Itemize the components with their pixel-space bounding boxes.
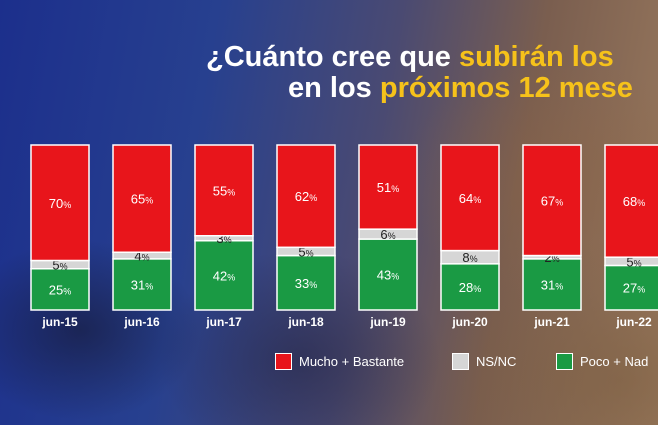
data-label-mucho-jun-16: 65% [131, 192, 153, 207]
bar-poco-jun-18 [276, 254, 336, 311]
title-line-2: en los próximos 12 mese [288, 72, 633, 104]
data-label-nsnc-jun-22: 5% [626, 254, 641, 269]
data-label-mucho-jun-21: 67% [541, 193, 563, 208]
data-label-poco-jun-18: 33% [295, 276, 317, 291]
bar-mucho-jun-18 [276, 144, 336, 249]
x-tick-label-jun-20: jun-20 [451, 315, 488, 329]
bar-mucho-jun-20 [440, 144, 500, 252]
data-label-nsnc-jun-20: 8% [462, 250, 477, 265]
bar-mucho-jun-16 [112, 144, 172, 253]
data-label-poco-jun-21: 31% [541, 277, 563, 292]
x-tick-label-jun-18: jun-18 [287, 315, 324, 329]
data-label-poco-jun-15: 25% [49, 282, 71, 297]
data-label-nsnc-jun-21: 2% [544, 250, 559, 265]
bar-poco-jun-21 [522, 258, 582, 311]
legend-swatch-nsnc [452, 353, 469, 370]
bar-mucho-jun-19 [358, 144, 418, 230]
legend-swatch-poco [556, 353, 573, 370]
data-label-poco-jun-16: 31% [131, 277, 153, 292]
data-label-mucho-jun-22: 68% [623, 194, 645, 209]
data-label-poco-jun-20: 28% [459, 280, 481, 295]
data-label-nsnc-jun-18: 5% [298, 244, 313, 259]
legend-item-mucho: Mucho + Bastante [275, 353, 404, 370]
bar-mucho-jun-21 [522, 144, 582, 257]
bar-poco-jun-19 [358, 238, 418, 311]
legend-item-poco: Poco + Nad [556, 353, 648, 370]
data-label-mucho-jun-15: 70% [49, 196, 71, 211]
legend-item-nsnc: NS/NC [452, 353, 516, 370]
data-label-nsnc-jun-19: 6% [380, 227, 395, 242]
x-tick-label-jun-22: jun-22 [615, 315, 652, 329]
x-tick-label-jun-16: jun-16 [123, 315, 160, 329]
data-label-poco-jun-17: 42% [213, 268, 235, 283]
x-tick-label-jun-17: jun-17 [205, 315, 242, 329]
legend-swatch-mucho [275, 353, 292, 370]
bar-mucho-jun-15 [30, 144, 90, 262]
data-label-nsnc-jun-17: 3% [216, 231, 231, 246]
x-tick-label-jun-15: jun-15 [41, 315, 78, 329]
data-label-nsnc-jun-15: 5% [52, 258, 67, 273]
x-tick-label-jun-21: jun-21 [533, 315, 570, 329]
data-label-mucho-jun-17: 55% [213, 183, 235, 198]
bar-poco-jun-16 [112, 258, 172, 311]
data-label-poco-jun-22: 27% [623, 281, 645, 296]
data-label-nsnc-jun-16: 4% [134, 249, 149, 264]
bar-poco-jun-15 [30, 268, 90, 311]
data-label-poco-jun-19: 43% [377, 268, 399, 283]
data-label-mucho-jun-18: 62% [295, 189, 317, 204]
data-label-mucho-jun-20: 64% [459, 191, 481, 206]
x-tick-label-jun-19: jun-19 [369, 315, 406, 329]
title-line-1: ¿Cuánto cree que subirán los [206, 41, 614, 73]
bar-mucho-jun-22 [604, 144, 658, 258]
bar-mucho-jun-17 [194, 144, 254, 237]
bar-poco-jun-22 [604, 264, 658, 311]
data-label-mucho-jun-19: 51% [377, 180, 399, 195]
